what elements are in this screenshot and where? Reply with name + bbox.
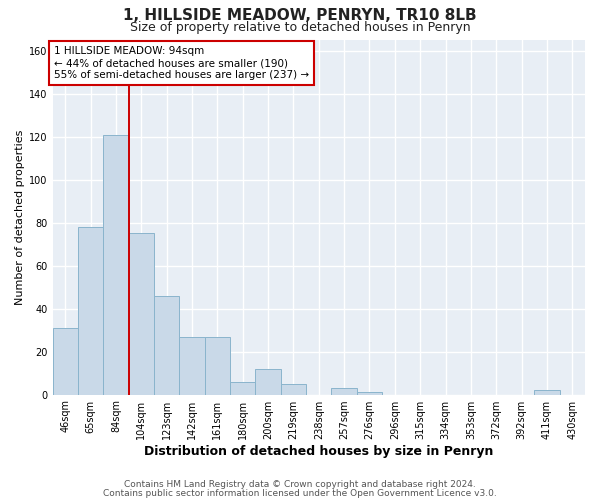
Bar <box>53 328 78 394</box>
Bar <box>534 390 560 394</box>
X-axis label: Distribution of detached houses by size in Penryn: Distribution of detached houses by size … <box>144 444 493 458</box>
Bar <box>179 336 205 394</box>
Text: Contains public sector information licensed under the Open Government Licence v3: Contains public sector information licen… <box>103 488 497 498</box>
Text: Size of property relative to detached houses in Penryn: Size of property relative to detached ho… <box>130 21 470 34</box>
Bar <box>103 134 128 394</box>
Bar <box>281 384 306 394</box>
Bar <box>78 227 103 394</box>
Bar <box>205 336 230 394</box>
Text: 1 HILLSIDE MEADOW: 94sqm
← 44% of detached houses are smaller (190)
55% of semi-: 1 HILLSIDE MEADOW: 94sqm ← 44% of detach… <box>54 46 309 80</box>
Bar <box>357 392 382 394</box>
Bar <box>230 382 256 394</box>
Bar <box>154 296 179 394</box>
Text: 1, HILLSIDE MEADOW, PENRYN, TR10 8LB: 1, HILLSIDE MEADOW, PENRYN, TR10 8LB <box>123 8 477 22</box>
Y-axis label: Number of detached properties: Number of detached properties <box>15 130 25 305</box>
Bar <box>331 388 357 394</box>
Bar <box>128 234 154 394</box>
Bar <box>256 369 281 394</box>
Text: Contains HM Land Registry data © Crown copyright and database right 2024.: Contains HM Land Registry data © Crown c… <box>124 480 476 489</box>
